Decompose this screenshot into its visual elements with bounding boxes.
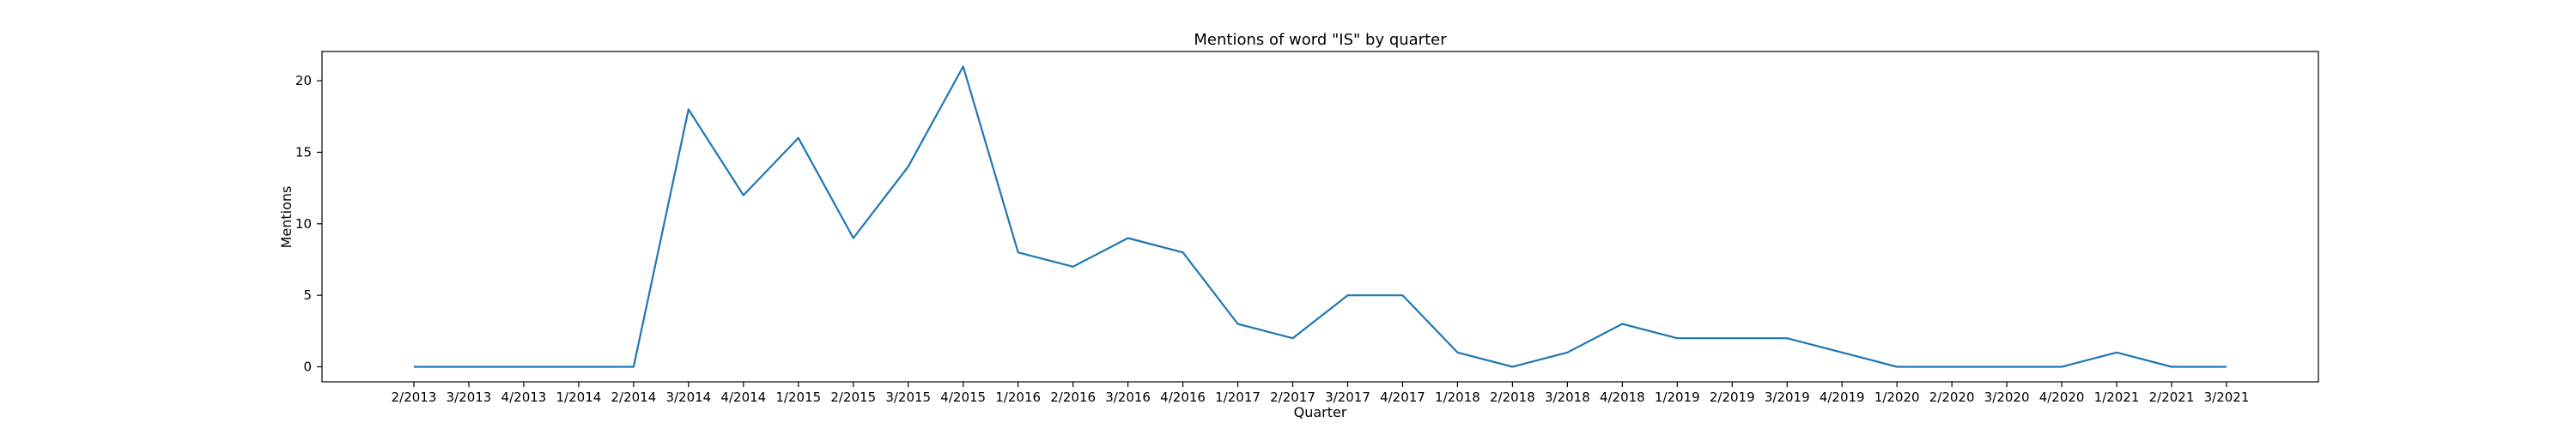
- x-tick-label: 3/2018: [1545, 390, 1590, 405]
- x-tick-label: 4/2020: [2039, 390, 2085, 405]
- x-tick-label: 3/2019: [1765, 390, 1810, 405]
- x-tick-label: 3/2013: [447, 390, 492, 405]
- x-tick-label: 2/2016: [1050, 390, 1096, 405]
- x-tick-label: 2/2013: [392, 390, 437, 405]
- x-tick-label: 2/2021: [2149, 390, 2195, 405]
- x-tick-label: 1/2015: [775, 390, 821, 405]
- x-tick-label: 2/2017: [1270, 390, 1315, 405]
- series-line: [414, 65, 2227, 368]
- x-tick-label: 3/2017: [1325, 390, 1370, 405]
- x-tick-label: 3/2021: [2204, 390, 2250, 405]
- x-tick-label: 2/2014: [611, 390, 656, 405]
- x-tick-label: 3/2014: [665, 390, 711, 405]
- y-tick-label: 5: [303, 287, 312, 303]
- x-tick-label: 2/2020: [1929, 390, 1975, 405]
- plot-area-frame: [321, 51, 2319, 383]
- x-tick-label: 1/2021: [2094, 390, 2140, 405]
- x-tick-label: 4/2018: [1600, 390, 1645, 405]
- y-tick-label: 20: [295, 73, 312, 88]
- y-axis-label: Mentions: [278, 186, 295, 249]
- axis-ticks: 2/2013 3/2013 4/2013 1/2014 2/2014 3/2014 4/20…: [295, 73, 2249, 405]
- x-tick-label: 3/2020: [1984, 390, 2030, 405]
- y-tick-label: 10: [295, 216, 312, 232]
- x-tick-label: 1/2020: [1874, 390, 1920, 405]
- x-tick-label: 1/2016: [995, 390, 1041, 405]
- x-tick-label: 4/2016: [1160, 390, 1206, 405]
- x-tick-label: 2/2019: [1710, 390, 1755, 405]
- chart-title: Mentions of word "IS" by quarter: [1194, 31, 1447, 49]
- x-tick-label: 4/2014: [720, 390, 766, 405]
- x-tick-label: 3/2016: [1105, 390, 1151, 405]
- x-tick-label: 4/2013: [501, 390, 547, 405]
- y-tick-label: 15: [295, 145, 312, 160]
- x-tick-label: 4/2015: [940, 390, 986, 405]
- y-tick-label: 0: [303, 360, 312, 375]
- x-tick-label: 2/2018: [1490, 390, 1535, 405]
- x-tick-label: 1/2014: [556, 390, 602, 405]
- x-tick-label: 2/2015: [830, 390, 876, 405]
- series-layer: [414, 65, 2227, 368]
- x-tick-label: 1/2018: [1435, 390, 1480, 405]
- x-axis-label: Quarter: [1294, 404, 1347, 420]
- x-tick-label: 3/2015: [885, 390, 931, 405]
- x-tick-label: 4/2017: [1380, 390, 1425, 405]
- x-tick-label: 1/2019: [1655, 390, 1700, 405]
- x-tick-label: 1/2017: [1215, 390, 1261, 405]
- x-tick-label: 4/2019: [1820, 390, 1865, 405]
